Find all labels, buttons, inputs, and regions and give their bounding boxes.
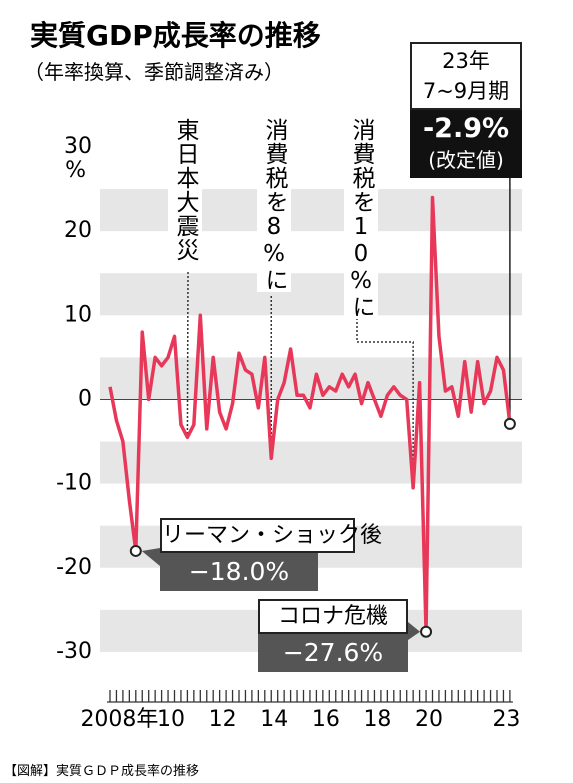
annotation: 23年 — [442, 49, 490, 73]
highlight-point — [420, 625, 433, 638]
x-tick-label: 2008年 — [80, 707, 158, 732]
x-tick-label: 18 — [363, 707, 391, 732]
footer: 【図解】実質ＧＤＰ成長率の推移 — [4, 764, 200, 779]
y-tick-label: -30 — [56, 639, 92, 664]
pointer — [408, 622, 421, 640]
y-unit: % — [65, 158, 86, 183]
grid-band — [100, 441, 522, 484]
y-tick-label: 20 — [64, 218, 92, 243]
pointer — [141, 548, 160, 566]
highlight-point — [129, 544, 142, 557]
annotation: 7~9月期 — [422, 79, 510, 103]
x-tick-label: 16 — [312, 707, 340, 732]
value-label: −18.0% — [160, 553, 318, 591]
y-tick-label: -20 — [56, 555, 92, 580]
grid-band — [100, 273, 522, 316]
annotation: 東日本大震災 — [168, 118, 202, 262]
value-label: −27.6% — [258, 634, 408, 672]
x-tick-label: 20 — [415, 707, 443, 732]
annotation: 消費税を8%に — [257, 118, 291, 292]
annotation: (改定値) — [428, 148, 504, 172]
leader — [356, 298, 414, 488]
grid-band — [100, 189, 522, 232]
series-line — [108, 195, 512, 634]
callout: 23年 7~9月期 — [410, 42, 522, 110]
highlight-point — [503, 417, 516, 430]
y-tick-label: 10 — [64, 302, 92, 327]
y-tick-label: -10 — [56, 471, 92, 496]
x-tick-label: 12 — [209, 707, 237, 732]
leader — [186, 271, 189, 438]
x-tick-label: 14 — [260, 707, 288, 732]
x-tick-label: 23 — [492, 707, 520, 732]
annotation: リーマン・ショック後 — [160, 518, 382, 553]
chart-subtitle: （年率換算、季節調整済み） — [24, 60, 284, 84]
y-tick-label: 30 — [64, 134, 92, 159]
callout-value: -2.9% (改定値) — [410, 110, 522, 178]
x-tick-label: 10 — [157, 707, 185, 732]
background — [100, 189, 522, 652]
annotation: コロナ危機 — [258, 599, 408, 634]
annotation: 消費税を10%に — [344, 118, 378, 319]
chart-title: 実質GDP成長率の推移 — [30, 19, 321, 52]
y-tick-label: 0 — [78, 386, 92, 411]
value-label: -2.9% — [422, 113, 510, 144]
